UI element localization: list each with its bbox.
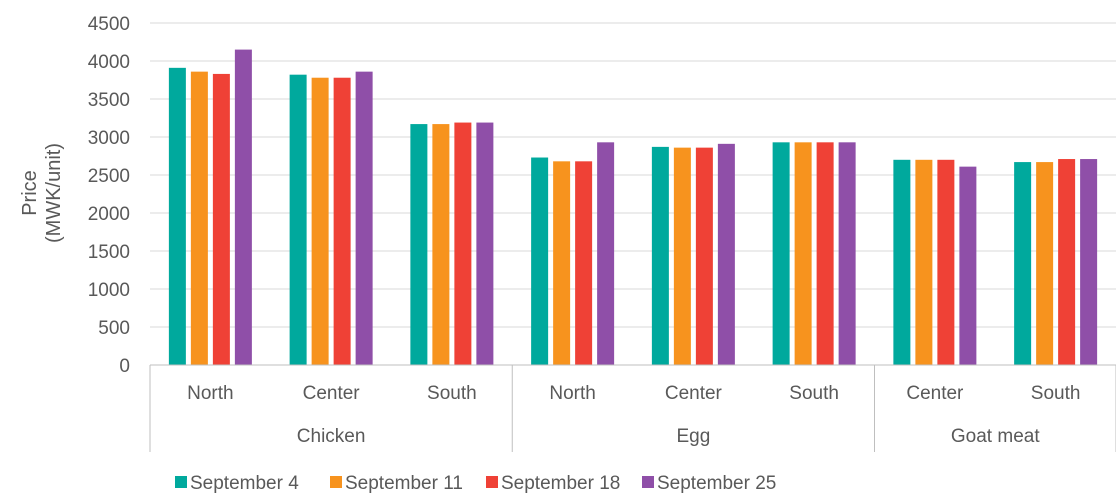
bar [190, 71, 208, 365]
legend: September 4 September 11 September 18 Septe… [175, 473, 776, 494]
legend-label: September 18 [501, 473, 620, 494]
bar [454, 122, 472, 365]
y-axis-title-line-1: Price [19, 170, 41, 216]
y-axis-title: Price (MWK/unit) [19, 143, 65, 243]
legend-swatch [330, 476, 342, 488]
bar [794, 142, 812, 365]
bar [772, 142, 790, 365]
y-tick-label: 1500 [88, 242, 130, 263]
y-tick-label: 3500 [88, 90, 130, 111]
bar [915, 159, 933, 365]
bars [168, 49, 1098, 366]
legend-label: September 25 [657, 473, 776, 494]
bar [816, 142, 834, 365]
bar [289, 74, 307, 366]
gridlines [150, 22, 1116, 328]
y-tick-label: 2000 [88, 204, 130, 225]
x-group-label: Goat meat [951, 426, 1040, 447]
legend-swatch [642, 476, 654, 488]
x-category-label: Center [906, 383, 964, 404]
x-group-label: Chicken [297, 426, 366, 447]
bar [717, 143, 735, 365]
bar [531, 157, 549, 365]
bar [355, 71, 373, 365]
bar [212, 73, 230, 366]
x-category-label: South [1031, 383, 1081, 404]
bar [234, 49, 252, 365]
bar [651, 146, 669, 365]
bar [695, 147, 713, 365]
legend-swatch [175, 476, 187, 488]
x-category-label: Center [665, 383, 723, 404]
bar [168, 67, 186, 365]
bar [1014, 162, 1032, 365]
x-category-label: North [549, 383, 595, 404]
bar [1036, 162, 1054, 365]
bar [1080, 159, 1098, 365]
y-tick-label: 0 [119, 356, 130, 377]
bar [673, 147, 691, 365]
bar [432, 124, 450, 365]
y-axis-title-line-2: (MWK/unit) [43, 143, 65, 243]
bar [838, 142, 856, 365]
y-tick-label: 3000 [88, 128, 130, 149]
bar [553, 161, 571, 365]
x-group-label: Egg [676, 426, 710, 447]
bar [937, 159, 955, 365]
y-tick-label: 4500 [88, 14, 130, 35]
bar [575, 161, 593, 365]
bar [476, 122, 494, 365]
y-tick-label: 1000 [88, 280, 130, 301]
bar [893, 159, 911, 365]
bar [410, 124, 428, 365]
x-category-label: North [187, 383, 233, 404]
y-axis-ticks: 0 500 1000 1500 2000 2500 3000 3500 4000 4500 [88, 14, 130, 377]
x-category-label: South [427, 383, 477, 404]
x-category-label: Center [303, 383, 361, 404]
legend-label: September 4 [190, 473, 299, 494]
bar [1058, 159, 1076, 365]
bar [597, 142, 615, 365]
bar [333, 77, 351, 365]
y-tick-label: 500 [98, 318, 130, 339]
y-tick-label: 4000 [88, 52, 130, 73]
legend-swatch [486, 476, 498, 488]
bar [959, 166, 977, 365]
y-tick-label: 2500 [88, 166, 130, 187]
bar [311, 77, 329, 365]
legend-label: September 11 [345, 473, 463, 494]
x-axis: North Center South North Center South Center So… [149, 364, 1116, 452]
x-category-label: South [789, 383, 839, 404]
